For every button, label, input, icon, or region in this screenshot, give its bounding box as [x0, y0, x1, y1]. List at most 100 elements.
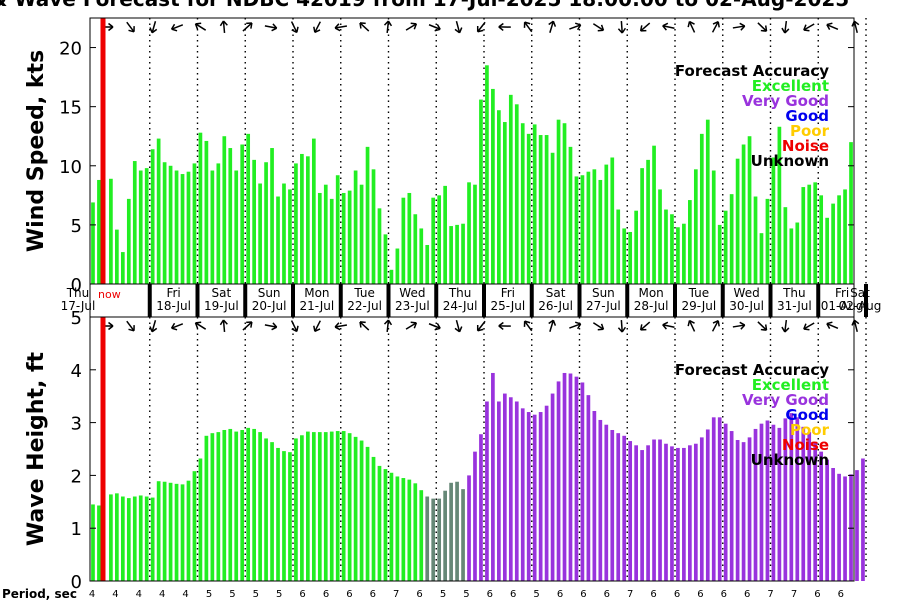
direction-arrow	[523, 21, 533, 33]
legend-entry: Very Good	[742, 92, 829, 110]
direction-arrow	[569, 22, 582, 31]
bar	[544, 405, 549, 581]
y-tick-label: 0	[71, 275, 82, 296]
period-value: 6	[299, 589, 305, 600]
day-date-label: 02-Aug	[839, 299, 882, 313]
bar	[156, 138, 161, 284]
bar	[359, 440, 364, 581]
bar	[431, 498, 436, 581]
bar	[664, 209, 668, 284]
direction-arrow	[757, 321, 768, 331]
direction-arrow	[170, 23, 184, 32]
bar	[688, 445, 692, 581]
bar	[771, 424, 776, 581]
day-name-label: Mon	[638, 286, 663, 300]
bar	[401, 478, 406, 581]
bar	[443, 490, 447, 581]
direction-arrow	[687, 20, 696, 33]
direction-arrow	[454, 21, 463, 34]
bar	[652, 145, 656, 284]
bar	[461, 223, 465, 284]
bar	[711, 417, 716, 581]
bar	[329, 198, 334, 284]
bar	[353, 436, 358, 581]
direction-arrow	[194, 321, 207, 330]
bar	[449, 226, 453, 284]
direction-arrow	[639, 22, 651, 32]
direction-arrow	[405, 22, 418, 31]
direction-arrow	[405, 321, 418, 330]
bar	[783, 418, 788, 581]
bar	[282, 451, 286, 581]
bar	[604, 424, 609, 581]
direction-arrow	[383, 319, 393, 333]
bar	[246, 133, 251, 284]
bar	[807, 432, 812, 581]
day-strip-frame	[89, 283, 855, 318]
period-row-label: Period, sec	[2, 587, 77, 600]
day-date-label: 21-Jul	[300, 299, 335, 313]
day-date-label: 26-Jul	[538, 299, 573, 313]
bar	[192, 163, 197, 284]
bar	[568, 373, 573, 581]
bar	[276, 447, 280, 581]
day-label-strip: Thu17-JulFri18-JulSat19-JulSun20-JulMon2…	[61, 283, 882, 318]
legend-entry: Excellent	[752, 77, 829, 95]
bar	[628, 441, 633, 581]
period-value: 6	[674, 589, 680, 600]
bar	[174, 170, 179, 284]
direction-arrow	[194, 22, 207, 31]
bar	[198, 458, 203, 581]
direction-arrow	[476, 320, 486, 332]
bar	[109, 178, 113, 284]
bar	[497, 401, 501, 581]
bar	[676, 447, 680, 581]
bar	[795, 417, 800, 581]
bar	[126, 498, 131, 581]
period-value: 7	[791, 589, 797, 600]
bar	[801, 187, 806, 284]
bar	[240, 429, 245, 581]
bar	[616, 209, 621, 284]
legend-entry: Unknown	[751, 152, 829, 170]
direction-arrow	[454, 320, 463, 333]
period-value: 4	[89, 589, 95, 600]
period-value: 6	[370, 589, 376, 600]
bar	[240, 144, 245, 284]
period-value: 4	[182, 589, 188, 600]
direction-arrow	[662, 321, 675, 330]
bar	[783, 207, 788, 284]
bar	[335, 175, 340, 284]
direction-arrow	[803, 322, 815, 331]
bar	[365, 446, 370, 581]
bar	[407, 192, 412, 284]
bar	[658, 189, 662, 284]
bar	[132, 496, 137, 581]
bar	[508, 94, 513, 284]
direction-arrow	[732, 321, 746, 330]
bar	[861, 458, 865, 581]
bar	[228, 148, 233, 284]
direction-arrow	[476, 21, 486, 33]
direction-arrow	[757, 22, 768, 32]
day-name-label: Sat	[212, 286, 232, 300]
bar	[729, 194, 734, 284]
bar	[544, 135, 549, 284]
period-value: 6	[580, 589, 586, 600]
bar	[455, 224, 459, 284]
period-value: 5	[533, 589, 539, 600]
day-name-label: Thu	[782, 286, 806, 300]
day-date-label: 25-Jul	[491, 299, 526, 313]
period-value: 6	[346, 589, 352, 600]
wave-height-axes-frame	[89, 316, 855, 582]
bar	[789, 413, 794, 581]
direction-arrow	[126, 320, 135, 332]
bar	[855, 470, 859, 581]
legend-entry: Excellent	[752, 376, 829, 394]
bar	[341, 431, 346, 581]
bar	[658, 439, 662, 581]
bar	[264, 438, 268, 581]
bar	[747, 136, 752, 284]
day-name-label: Tue	[688, 286, 710, 300]
bar	[676, 227, 680, 284]
